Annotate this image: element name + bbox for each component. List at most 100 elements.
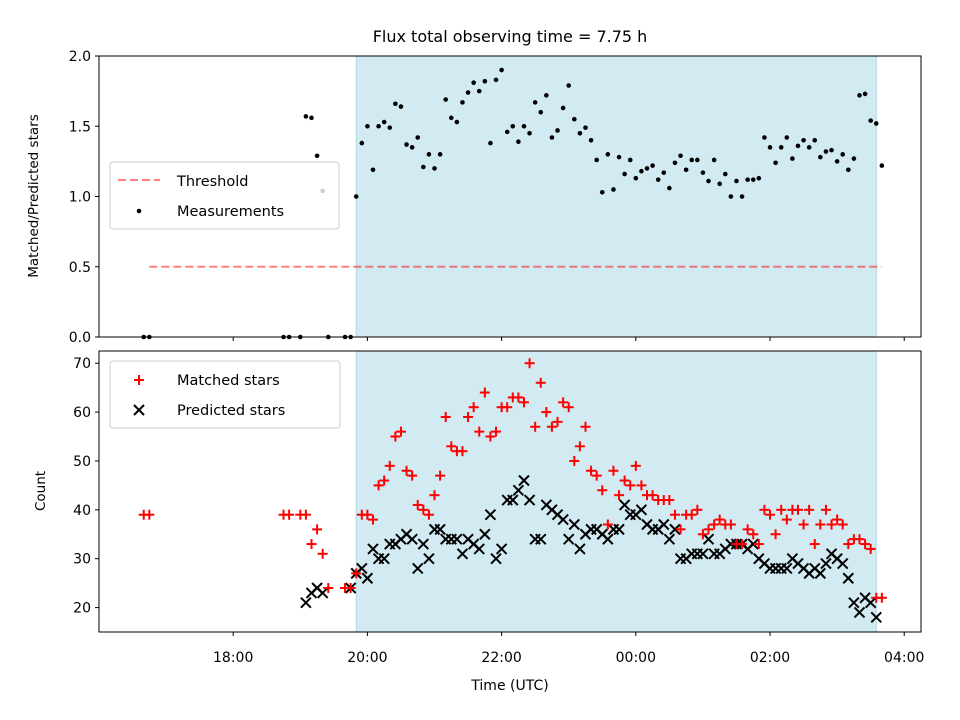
measurement-point [873, 121, 879, 126]
matched-star-point [574, 441, 585, 452]
top-y-ticks: 0.0 0.5 1.0 1.5 2.0 [69, 49, 99, 346]
predicted-star-point [602, 533, 614, 545]
measurement-point [359, 140, 365, 146]
measurement-point [700, 170, 706, 175]
measurement-point [465, 90, 471, 95]
measurement-point [544, 93, 549, 98]
matched-star-point [832, 514, 843, 525]
x-tick-label: 18:00 [213, 650, 253, 666]
predicted-star-point [820, 557, 832, 570]
matched-star-point [675, 524, 686, 535]
measurement-point [594, 157, 599, 163]
predicted-star-point [814, 567, 827, 580]
predicted-star-point [663, 533, 676, 545]
matched-star-point [362, 509, 373, 520]
measurement-point [521, 123, 527, 129]
predicted-star-point [423, 552, 435, 565]
top-y-tick-label: 0.0 [69, 330, 91, 346]
matched-star-point [792, 504, 803, 515]
predicted-star-point [870, 611, 882, 624]
measurement-point [717, 181, 722, 187]
measurement-point [862, 91, 868, 97]
bottom-plot-frame [98, 350, 922, 633]
matched-star-point [798, 519, 809, 530]
measurement-point [711, 157, 717, 163]
top-y-tick-label: 1.5 [69, 119, 91, 135]
matched-star-point [815, 519, 826, 530]
measurement-point [353, 194, 359, 199]
predicted-star-point [490, 552, 502, 565]
matched-star-point [686, 509, 697, 520]
bottom-legend-box [109, 360, 341, 429]
predicted-star-point [495, 543, 508, 555]
measurement-point [683, 167, 689, 173]
measurement-point [806, 145, 812, 150]
matched-star-point [368, 514, 378, 525]
predicted-star-point [361, 572, 374, 584]
measurement-point [437, 152, 443, 157]
measurement-point [426, 152, 432, 157]
bottom-y-tick-label: 50 [73, 454, 91, 470]
predicted-star-point [669, 523, 681, 536]
matched-star-point [541, 407, 552, 418]
matched-star-point [474, 426, 485, 437]
measurement-point [633, 175, 639, 181]
matched-star-point [563, 402, 574, 413]
top-legend-box [109, 161, 340, 230]
matched-star-point [865, 543, 876, 554]
measurements-points [141, 67, 885, 340]
matched-star-point [669, 509, 680, 520]
predicted-star-point [417, 538, 430, 550]
matched-star-point [714, 514, 725, 525]
measurement-point [745, 177, 750, 182]
measurement-point [309, 115, 314, 121]
matched-star-point [457, 446, 468, 457]
matched-star-point [586, 465, 597, 476]
matched-legend-label: Matched stars [177, 373, 280, 389]
top-observing-window-band [355, 55, 877, 338]
predicted-star-point [563, 533, 575, 545]
measurement-point [538, 109, 544, 115]
matched-star-point [753, 539, 764, 550]
predicted-star-point [484, 509, 497, 521]
matched-star-point [614, 490, 625, 501]
measurement-point [588, 138, 594, 143]
measurement-point [734, 178, 739, 184]
top-legend: Threshold Measurements [109, 161, 340, 230]
bottom-y-tick-label: 70 [73, 356, 91, 372]
measurement-point [409, 145, 415, 150]
predicted-star-point [618, 499, 631, 511]
matched-star-point [737, 539, 748, 550]
matched-star-point [765, 509, 776, 520]
matched-star-point [820, 504, 831, 515]
bottom-y-tick-label: 20 [73, 601, 91, 617]
matched-star-point [725, 519, 736, 530]
top-y-axis-label: Matched/Predicted stars [26, 114, 42, 277]
measurement-point [499, 67, 504, 73]
matched-star-point [843, 539, 854, 550]
bottom-panel: 20 30 40 50 60 70 18:00 20:00 22:00 00:00 02:00 04… [33, 350, 924, 694]
matched-star-point [625, 480, 636, 491]
measurement-point [482, 78, 488, 84]
bottom-y-tick-label: 30 [73, 552, 91, 568]
predicted-star-point [747, 538, 759, 550]
predicted-star-point [848, 596, 860, 609]
x-tick-label: 02:00 [750, 650, 790, 666]
predicted-star-point [568, 518, 581, 531]
matched-star-point [837, 519, 848, 530]
measurement-point [812, 138, 818, 143]
measurement-point [661, 170, 667, 175]
predicted-star-point [356, 562, 368, 575]
predicted-star-point [523, 494, 536, 506]
measurement-point [829, 147, 834, 153]
measurement-point [846, 167, 851, 173]
x-tick-label: 22:00 [481, 650, 521, 666]
matched-star-point [306, 539, 317, 550]
measurement-point [398, 104, 404, 109]
measurement-point [454, 119, 460, 125]
predicted-star-point [412, 562, 424, 575]
matched-star-point [395, 426, 406, 437]
matched-star-point [502, 402, 513, 413]
bottom-observing-window-band [355, 350, 877, 633]
